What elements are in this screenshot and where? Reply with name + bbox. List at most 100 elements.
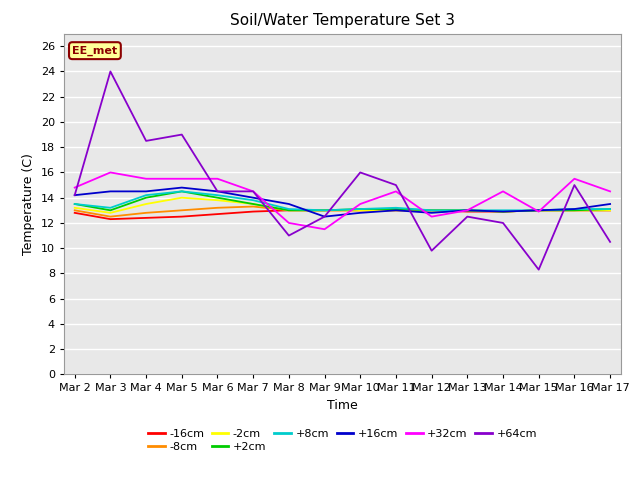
-16cm bbox=[356, 207, 364, 213]
+32cm bbox=[499, 189, 507, 194]
+16cm bbox=[178, 185, 186, 191]
+8cm bbox=[71, 201, 79, 207]
-16cm bbox=[570, 207, 578, 213]
Title: Soil/Water Temperature Set 3: Soil/Water Temperature Set 3 bbox=[230, 13, 455, 28]
+2cm bbox=[428, 207, 435, 213]
+8cm bbox=[106, 205, 114, 211]
-16cm bbox=[214, 211, 221, 217]
-2cm bbox=[285, 207, 292, 213]
-8cm bbox=[321, 207, 328, 213]
+8cm bbox=[499, 207, 507, 213]
+32cm bbox=[106, 169, 114, 175]
+16cm bbox=[428, 210, 435, 216]
+16cm bbox=[71, 192, 79, 198]
-8cm bbox=[499, 209, 507, 215]
-2cm bbox=[71, 205, 79, 211]
+32cm bbox=[321, 227, 328, 232]
-16cm bbox=[428, 207, 435, 213]
-8cm bbox=[356, 207, 364, 213]
+16cm bbox=[142, 189, 150, 194]
-2cm bbox=[214, 197, 221, 203]
-16cm bbox=[285, 207, 292, 213]
+16cm bbox=[106, 189, 114, 194]
+32cm bbox=[142, 176, 150, 181]
+32cm bbox=[428, 214, 435, 219]
+8cm bbox=[285, 206, 292, 212]
+64cm bbox=[428, 248, 435, 253]
+8cm bbox=[392, 205, 400, 211]
Line: +8cm: +8cm bbox=[75, 192, 610, 210]
-2cm bbox=[356, 207, 364, 213]
-8cm bbox=[463, 207, 471, 213]
+32cm bbox=[463, 207, 471, 213]
+64cm bbox=[463, 214, 471, 219]
+16cm bbox=[535, 207, 543, 213]
+32cm bbox=[71, 185, 79, 191]
+16cm bbox=[463, 207, 471, 213]
+64cm bbox=[250, 189, 257, 194]
+16cm bbox=[606, 201, 614, 207]
+64cm bbox=[535, 267, 543, 273]
+8cm bbox=[356, 206, 364, 212]
-8cm bbox=[535, 207, 543, 213]
+8cm bbox=[142, 192, 150, 198]
-8cm bbox=[570, 207, 578, 213]
+64cm bbox=[178, 132, 186, 137]
+32cm bbox=[392, 189, 400, 194]
+8cm bbox=[606, 206, 614, 212]
+2cm bbox=[321, 207, 328, 213]
Line: -8cm: -8cm bbox=[75, 206, 610, 216]
+2cm bbox=[178, 189, 186, 194]
-2cm bbox=[178, 195, 186, 201]
-16cm bbox=[71, 210, 79, 216]
+2cm bbox=[106, 207, 114, 213]
-2cm bbox=[142, 201, 150, 207]
Line: -16cm: -16cm bbox=[75, 210, 610, 219]
-2cm bbox=[428, 207, 435, 213]
-16cm bbox=[142, 215, 150, 221]
-2cm bbox=[321, 207, 328, 213]
+2cm bbox=[250, 201, 257, 207]
+32cm bbox=[606, 189, 614, 194]
-2cm bbox=[392, 207, 400, 213]
+64cm bbox=[392, 182, 400, 188]
+8cm bbox=[250, 197, 257, 203]
-16cm bbox=[463, 209, 471, 215]
-2cm bbox=[535, 207, 543, 213]
-2cm bbox=[250, 201, 257, 207]
+32cm bbox=[285, 220, 292, 226]
-8cm bbox=[250, 204, 257, 209]
+64cm bbox=[106, 69, 114, 74]
+64cm bbox=[356, 169, 364, 175]
-8cm bbox=[428, 207, 435, 213]
Line: +16cm: +16cm bbox=[75, 188, 610, 216]
-8cm bbox=[392, 207, 400, 213]
+16cm bbox=[250, 195, 257, 201]
Line: +64cm: +64cm bbox=[75, 72, 610, 270]
-16cm bbox=[499, 209, 507, 215]
+2cm bbox=[463, 207, 471, 213]
-8cm bbox=[214, 205, 221, 211]
-16cm bbox=[535, 207, 543, 213]
Line: -2cm: -2cm bbox=[75, 198, 610, 213]
+8cm bbox=[321, 207, 328, 213]
X-axis label: Time: Time bbox=[327, 399, 358, 412]
-2cm bbox=[463, 207, 471, 213]
+8cm bbox=[214, 192, 221, 198]
+2cm bbox=[606, 206, 614, 212]
+64cm bbox=[570, 182, 578, 188]
-8cm bbox=[606, 207, 614, 213]
+16cm bbox=[356, 210, 364, 216]
+64cm bbox=[285, 233, 292, 239]
-8cm bbox=[178, 207, 186, 213]
-2cm bbox=[499, 209, 507, 215]
+32cm bbox=[535, 209, 543, 215]
Line: +32cm: +32cm bbox=[75, 172, 610, 229]
+32cm bbox=[250, 189, 257, 194]
-8cm bbox=[106, 214, 114, 219]
+8cm bbox=[570, 206, 578, 212]
+8cm bbox=[535, 207, 543, 213]
+2cm bbox=[285, 207, 292, 213]
+2cm bbox=[392, 206, 400, 212]
+64cm bbox=[321, 214, 328, 219]
